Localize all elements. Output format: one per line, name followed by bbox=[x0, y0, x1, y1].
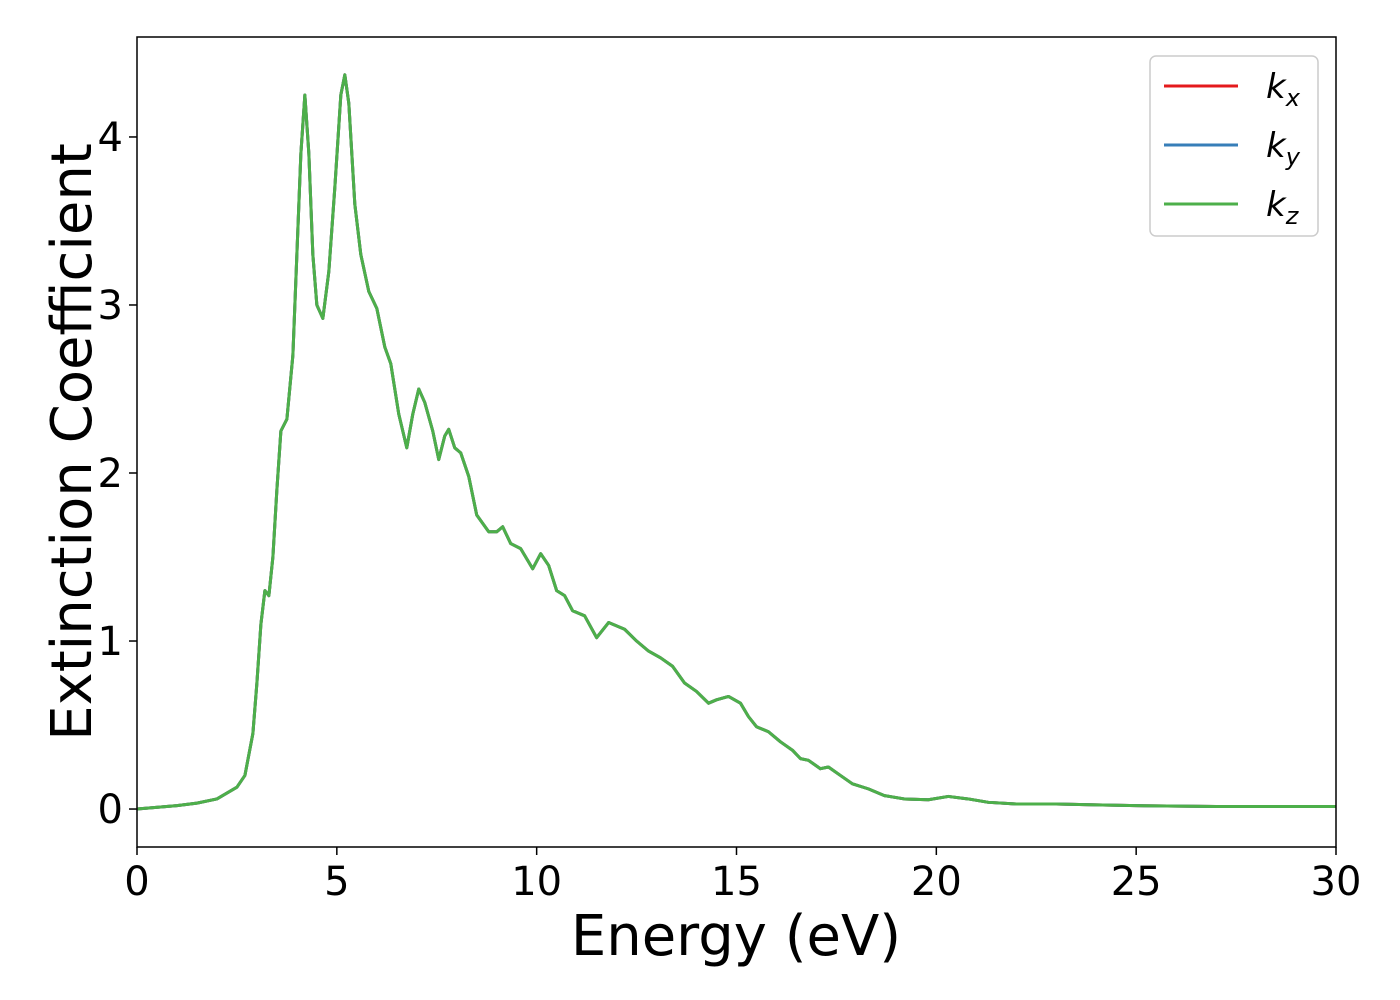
legend-label: kz bbox=[1266, 185, 1300, 230]
x-tick-label: 10 bbox=[511, 859, 562, 905]
legend-label: ky bbox=[1266, 126, 1301, 171]
y-tick-label: 0 bbox=[98, 787, 123, 833]
x-tick-label: 15 bbox=[711, 859, 762, 905]
y-tick-label: 4 bbox=[98, 115, 123, 161]
x-tick-label: 25 bbox=[1111, 859, 1162, 905]
y-axis-label: Extinction Coefficient bbox=[40, 143, 105, 741]
legend-label: kx bbox=[1266, 67, 1301, 112]
y-tick-label: 3 bbox=[98, 283, 123, 329]
x-axis-label: Energy (eV) bbox=[571, 904, 901, 969]
series-line bbox=[136, 73, 1336, 811]
x-tick-label: 0 bbox=[124, 859, 149, 905]
plot-frame bbox=[136, 36, 1337, 848]
x-tick-label: 30 bbox=[1311, 859, 1362, 905]
x-tick-label: 5 bbox=[324, 859, 349, 905]
x-tick-label: 20 bbox=[911, 859, 962, 905]
y-tick-label: 1 bbox=[98, 619, 123, 665]
y-tick-label: 2 bbox=[98, 451, 123, 497]
